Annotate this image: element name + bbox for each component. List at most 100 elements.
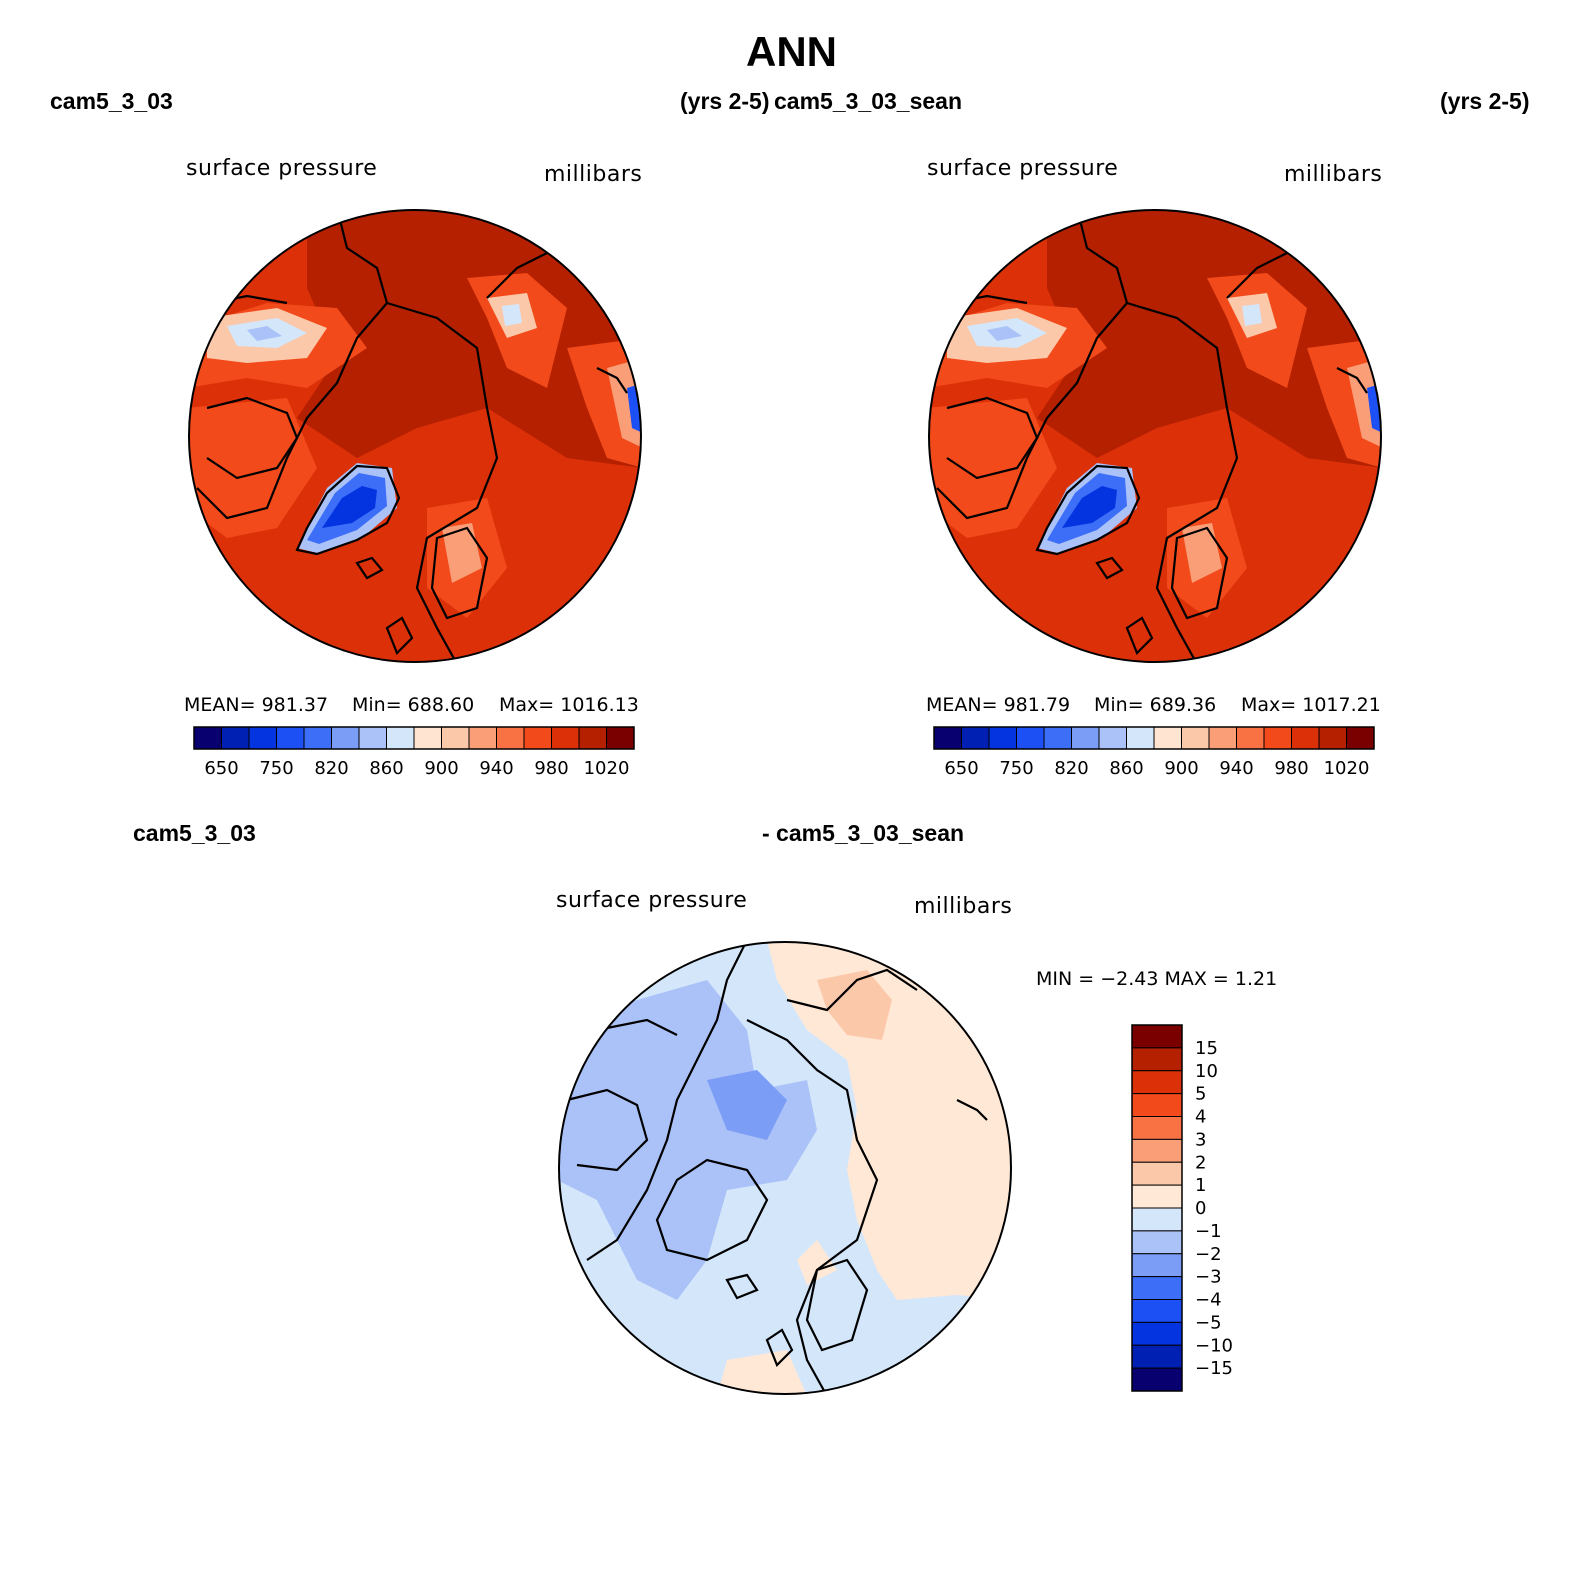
panel-2-colorbar-tick: 860 xyxy=(1109,758,1143,779)
panel-1-colorbar-swatch xyxy=(276,726,305,750)
diff-colorbar-tick: 4 xyxy=(1195,1107,1206,1128)
panel-1-colorbar-tick: 900 xyxy=(424,758,458,779)
diff-colorbar-swatch xyxy=(1131,1184,1183,1209)
panel-1-colorbar-swatch xyxy=(386,726,415,750)
panel-1-case-label: cam5_3_03 xyxy=(50,88,173,114)
diff-colorbar-tick: −10 xyxy=(1195,1335,1233,1356)
diff-colorbar-tick: −2 xyxy=(1195,1244,1222,1265)
diff-map xyxy=(558,941,1012,1395)
panel-2-colorbar-swatch xyxy=(1181,726,1210,750)
diff-colorbar-swatch xyxy=(1131,1299,1183,1323)
diff-colorbar-swatch xyxy=(1131,1138,1183,1163)
diff-colorbar-tick: 1 xyxy=(1195,1175,1206,1196)
panel-1-colorbar-swatch xyxy=(496,726,525,750)
diff-colorbar-swatch xyxy=(1131,1367,1183,1392)
panel-2-colorbar: 650 750 820 860 900 940 980 1020 xyxy=(933,726,1375,779)
diff-colorbar-tick: −15 xyxy=(1195,1358,1233,1379)
panel-2-colorbar-swatch xyxy=(1043,726,1072,750)
main-title: ANN xyxy=(746,28,837,75)
diff-colorbar-tick: −4 xyxy=(1195,1290,1222,1311)
diff-left-label: cam5_3_03 xyxy=(133,820,256,846)
diff-colorbar-tick: −1 xyxy=(1195,1221,1222,1242)
panel-1-variable: surface pressure xyxy=(186,156,378,181)
panel-1-units: millibars xyxy=(544,162,643,187)
panel-2-colorbar-swatch xyxy=(1291,726,1320,750)
panel-1-colorbar-swatch xyxy=(303,726,332,750)
panel-2-colorbar-swatch xyxy=(1016,726,1045,750)
panel-2-max: Max= 1017.21 xyxy=(1241,694,1381,716)
diff-colorbar-tick: −5 xyxy=(1195,1312,1222,1333)
diff-colorbar-swatch xyxy=(1131,1093,1183,1117)
panel-2-colorbar-swatch xyxy=(933,726,962,750)
panel-1-colorbar-tick: 940 xyxy=(479,758,513,779)
panel-1-years: (yrs 2-5) xyxy=(680,88,770,114)
panel-1-colorbar-swatch xyxy=(331,726,360,750)
panel-2-variable: surface pressure xyxy=(927,156,1119,181)
panel-1-colorbar-swatch xyxy=(248,726,277,750)
panel-1-colorbar-swatch xyxy=(551,726,580,750)
panel-2-colorbar-tick: 980 xyxy=(1274,758,1308,779)
panel-1-colorbar-tick: 650 xyxy=(204,758,238,779)
diff-colorbar-swatch xyxy=(1131,1207,1183,1232)
diff-colorbar-tick: 15 xyxy=(1195,1038,1218,1059)
panel-2-colorbar-tick: 940 xyxy=(1219,758,1253,779)
panel-2-colorbar-swatch xyxy=(1346,726,1375,750)
panel-1-colorbar-tick: 980 xyxy=(534,758,568,779)
diff-colorbar-swatch xyxy=(1131,1116,1183,1140)
diff-colorbar-tick: 10 xyxy=(1195,1061,1218,1082)
diff-colorbar-swatch xyxy=(1131,1070,1183,1095)
panel-1-colorbar-swatch xyxy=(221,726,250,750)
panel-1-colorbar: 650 750 820 860 900 940 980 1020 xyxy=(193,726,635,779)
panel-2-map xyxy=(928,209,1382,663)
diff-colorbar-swatch xyxy=(1131,1161,1183,1186)
diff-colorbar-swatch xyxy=(1131,1253,1183,1278)
diff-colorbar-swatch xyxy=(1131,1321,1183,1346)
panel-1-colorbar-swatch xyxy=(193,726,222,750)
panel-1-max: Max= 1016.13 xyxy=(499,694,639,716)
panel-2-colorbar-tick: 900 xyxy=(1164,758,1198,779)
panel-2-colorbar-swatch xyxy=(1236,726,1265,750)
diff-colorbar-tick: 3 xyxy=(1195,1129,1206,1150)
panel-2-colorbar-swatch xyxy=(988,726,1017,750)
panel-2-colorbar-tick: 750 xyxy=(999,758,1033,779)
panel-2-colorbar-swatch xyxy=(1208,726,1237,750)
diff-units: millibars xyxy=(914,894,1013,919)
panel-1-colorbar-swatch xyxy=(606,726,635,750)
panel-1-colorbar-tick: 750 xyxy=(259,758,293,779)
panel-2-colorbar-swatch xyxy=(1263,726,1292,750)
diff-colorbar-tick: 0 xyxy=(1195,1198,1206,1219)
panel-1-colorbar-swatch xyxy=(578,726,607,750)
panel-2-mean: MEAN= 981.79 xyxy=(926,694,1071,716)
panel-1-colorbar-tick: 820 xyxy=(314,758,348,779)
panel-1-colorbar-tick: 1020 xyxy=(584,758,630,779)
panel-2-colorbar-swatch xyxy=(1071,726,1100,750)
panel-2-colorbar-tick: 820 xyxy=(1054,758,1088,779)
diff-colorbar-swatch xyxy=(1131,1024,1183,1049)
panel-1-map xyxy=(188,209,642,663)
diff-colorbar-swatch xyxy=(1131,1344,1183,1369)
diff-colorbar-swatch xyxy=(1131,1230,1183,1255)
panel-2-min: Min= 689.36 xyxy=(1094,694,1217,716)
diff-variable: surface pressure xyxy=(556,888,748,913)
diff-colorbar-tick: 2 xyxy=(1195,1152,1206,1173)
panel-1-min: Min= 688.60 xyxy=(352,694,475,716)
panel-2-colorbar-tick: 650 xyxy=(944,758,978,779)
panel-2-colorbar-swatch xyxy=(1318,726,1347,750)
diff-colorbar-swatch xyxy=(1131,1276,1183,1300)
panel-1-colorbar-swatch xyxy=(413,726,442,750)
panel-1-mean: MEAN= 981.37 xyxy=(184,694,329,716)
diff-right-label: - cam5_3_03_sean xyxy=(762,820,965,846)
panel-1-colorbar-swatch xyxy=(468,726,497,750)
panel-2-units: millibars xyxy=(1284,162,1383,187)
diff-colorbar-tick: 5 xyxy=(1195,1084,1206,1105)
panel-2-colorbar-swatch xyxy=(1126,726,1155,750)
diff-colorbar-swatch xyxy=(1131,1047,1183,1072)
panel-2-colorbar-swatch xyxy=(1153,726,1182,750)
panel-2-colorbar-swatch xyxy=(1098,726,1127,750)
panel-1-colorbar-swatch xyxy=(523,726,552,750)
diff-minmax: MIN = −2.43 MAX = 1.21 xyxy=(1036,968,1278,990)
panel-1-colorbar-swatch xyxy=(358,726,387,750)
diff-colorbar-tick: −3 xyxy=(1195,1267,1222,1288)
panel-1-colorbar-tick: 860 xyxy=(369,758,403,779)
